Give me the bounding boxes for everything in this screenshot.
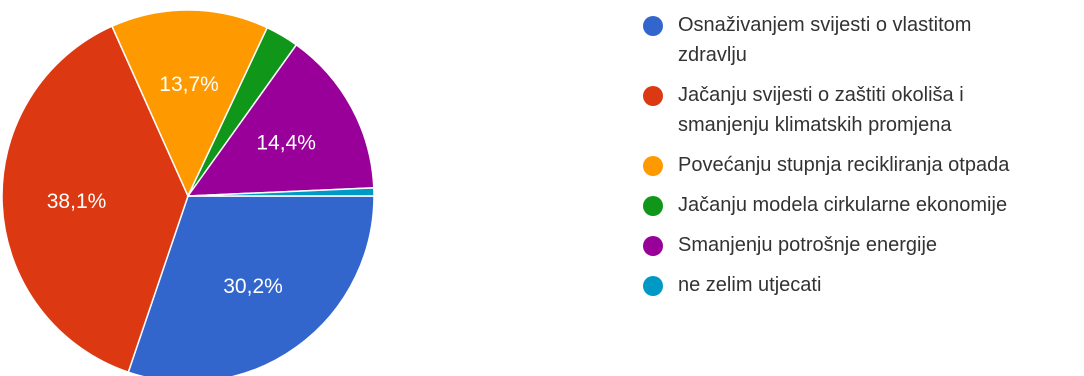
- legend-item[interactable]: Povećanju stupnja recikliranja otpada: [638, 150, 1084, 180]
- slice-percent-label: 30,2%: [223, 275, 283, 298]
- legend-swatch: [643, 236, 663, 256]
- legend-item[interactable]: Osnaživanjem svijesti o vlastitom zdravl…: [638, 10, 1084, 70]
- legend-label-line1: ne zelim utjecati: [678, 274, 822, 296]
- slice-percent-label: 38,1%: [47, 190, 107, 213]
- legend-label-line1: Jačanju svijesti o zaštiti okoliša i: [678, 84, 964, 106]
- legend-label-line2: smanjenju klimatskih promjena: [678, 114, 952, 136]
- legend-swatch: [643, 86, 663, 106]
- legend-swatch: [643, 16, 663, 36]
- legend-label-line1: Smanjenju potrošnje energije: [678, 234, 938, 256]
- pie-slice[interactable]: [187, 187, 375, 197]
- legend-label-line2: zdravlju: [678, 44, 747, 66]
- legend-swatch: [643, 196, 663, 216]
- legend-item[interactable]: ne zelim utjecati: [638, 270, 1084, 300]
- legend-swatch: [643, 156, 663, 176]
- pie-slice[interactable]: [127, 195, 375, 376]
- legend-item[interactable]: Smanjenju potrošnje energije: [638, 230, 1084, 260]
- legend-item[interactable]: Jačanju modela cirkularne ekonomije: [638, 190, 1084, 220]
- legend-label-line1: Jačanju modela cirkularne ekonomije: [678, 194, 1008, 216]
- legend-label-line1: Osnaživanjem svijesti o vlastitom: [678, 14, 972, 36]
- legend-item[interactable]: Jačanju svijesti o zaštiti okoliša i sma…: [638, 80, 1084, 140]
- slice-percent-label: 13,7%: [159, 73, 219, 96]
- pie-chart: 30,2% 38,1% 13,7% 14,4%: [1, 9, 375, 376]
- pie-slice[interactable]: [186, 43, 375, 197]
- chart-legend: Osnaživanjem svijesti o vlastitom zdravl…: [638, 10, 1084, 310]
- legend-label-line1: Povećanju stupnja recikliranja otpada: [678, 154, 1010, 176]
- legend-swatch: [643, 276, 663, 296]
- pie-slice[interactable]: [1, 25, 189, 374]
- slice-percent-label: 14,4%: [256, 131, 316, 154]
- pie-slice[interactable]: [110, 9, 269, 198]
